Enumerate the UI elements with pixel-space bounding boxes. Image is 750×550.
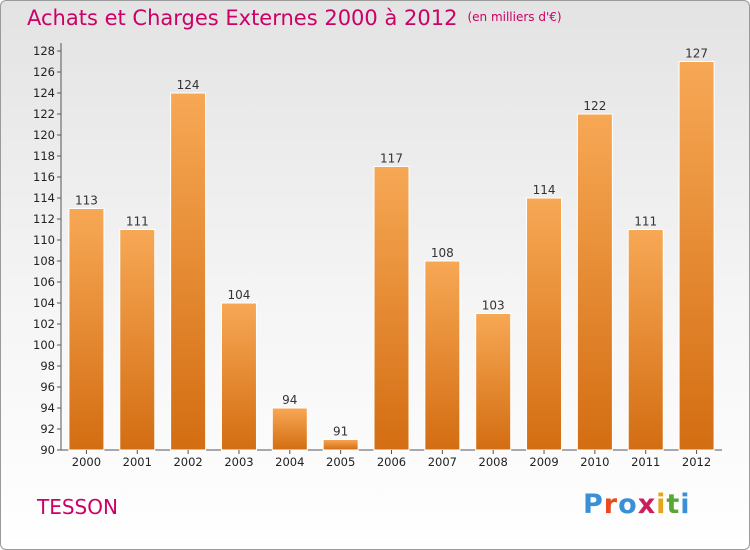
logo-letter: x (637, 489, 657, 520)
y-tick-label: 128 (33, 44, 55, 58)
bar (526, 197, 563, 451)
bar (627, 229, 664, 451)
y-tick-label: 110 (33, 233, 55, 247)
y-tick-label: 104 (33, 296, 55, 310)
x-tick-label: 2003 (224, 455, 253, 469)
logo-letter: r (603, 489, 619, 520)
logo-letter: i (656, 489, 667, 520)
y-tick-label: 94 (40, 401, 55, 415)
bar (475, 313, 512, 451)
bar-value-label: 114 (533, 183, 556, 197)
y-tick-label: 106 (33, 275, 55, 289)
y-tick-label: 98 (40, 359, 55, 373)
x-tick-label: 2008 (479, 455, 508, 469)
x-tick-label: 2007 (428, 455, 457, 469)
y-tick-label: 122 (33, 107, 55, 121)
x-tick-label: 2010 (580, 455, 609, 469)
logo-letter: t (666, 489, 681, 520)
bar (170, 92, 207, 451)
chart-title: Achats et Charges Externes 2000 à 2012 (e… (27, 6, 562, 30)
x-tick-label: 2009 (529, 455, 558, 469)
bar (271, 407, 308, 451)
x-tick-label: 2012 (682, 455, 711, 469)
bar (678, 61, 715, 451)
bar (68, 208, 105, 451)
proxiti-logo: Proxiti (583, 489, 691, 520)
bar-value-label: 122 (583, 99, 606, 113)
y-tick-label: 92 (40, 422, 55, 436)
x-tick-label: 2004 (275, 455, 304, 469)
bar-value-label: 124 (177, 78, 200, 92)
y-tick-label: 116 (33, 170, 55, 184)
bar (220, 302, 257, 451)
bar-value-label: 113 (75, 194, 98, 208)
logo-letter: P (583, 489, 604, 520)
bar-value-label: 108 (431, 246, 454, 260)
bar (576, 113, 613, 451)
bar-value-label: 91 (333, 425, 348, 439)
bar (424, 260, 461, 451)
x-tick-label: 2005 (326, 455, 355, 469)
bar-value-label: 111 (634, 215, 657, 229)
bar-value-label: 117 (380, 152, 403, 166)
y-tick-label: 126 (33, 65, 55, 79)
bar-value-label: 111 (126, 215, 149, 229)
logo-letter: i (680, 489, 691, 520)
y-tick-label: 120 (33, 128, 55, 142)
logo-letter: o (618, 489, 638, 520)
chart-title-main: Achats et Charges Externes 2000 à 2012 (27, 6, 458, 30)
y-tick-label: 108 (33, 254, 55, 268)
bar-value-label: 127 (685, 47, 708, 61)
bar-value-label: 104 (228, 288, 251, 302)
x-tick-label: 2011 (631, 455, 660, 469)
y-tick-label: 90 (40, 443, 55, 457)
y-tick-label: 102 (33, 317, 55, 331)
y-tick-label: 96 (40, 380, 55, 394)
y-tick-label: 118 (33, 149, 55, 163)
y-tick-label: 124 (33, 86, 55, 100)
bar (119, 229, 156, 451)
x-tick-label: 2006 (377, 455, 406, 469)
bar (322, 439, 359, 451)
y-tick-label: 112 (33, 212, 55, 226)
x-tick-label: 2002 (173, 455, 202, 469)
x-tick-label: 2000 (72, 455, 101, 469)
y-tick-label: 100 (33, 338, 55, 352)
y-tick-label: 114 (33, 191, 55, 205)
bar (373, 166, 410, 451)
place-name: TESSON (37, 495, 118, 519)
bar-value-label: 94 (282, 393, 297, 407)
x-tick-label: 2001 (123, 455, 152, 469)
chart-title-unit: (en milliers d'€) (467, 10, 562, 24)
bar-value-label: 103 (482, 299, 505, 313)
